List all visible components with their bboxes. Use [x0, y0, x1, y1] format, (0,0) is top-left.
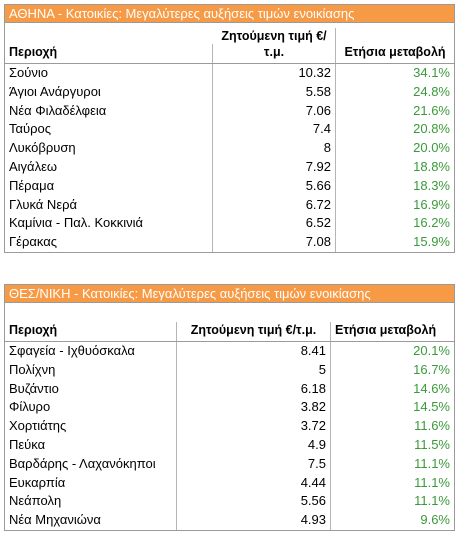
table-row: Ταύρος 7.4 20.8% [5, 120, 454, 140]
price-cell: 4.9 [177, 435, 331, 455]
change-cell: 16.2% [413, 215, 450, 231]
table-row: Γλυκά Νερά 6.72 16.9% [5, 195, 454, 215]
price-cell: 5.66 [213, 176, 336, 196]
price-cell: 7.92 [213, 157, 336, 177]
price-cell: 10.32 [213, 64, 336, 83]
price-cell: 7.08 [213, 233, 336, 252]
price-cell: 3.72 [177, 417, 331, 436]
price-cell: 7.4 [213, 120, 336, 140]
change-cell: 14.5% [413, 399, 450, 415]
area-cell: Νέα Μηχανιώνα [5, 511, 177, 530]
area-cell: Πολίχνη [5, 360, 177, 380]
thessaloniki-header-price: Ζητούμενη τιμή €/τ.μ. [177, 322, 331, 341]
athens-header-change: Ετήσια μεταβολή [344, 45, 446, 59]
thessaloniki-header-row: Περιοχή Ζητούμενη τιμή €/τ.μ. Ετήσια μετ… [5, 303, 454, 342]
area-cell: Καμίνια - Παλ. Κοκκινιά [5, 214, 213, 234]
price-cell: 5 [177, 360, 331, 380]
change-cell: 20.1% [413, 343, 450, 358]
table-row: Πεύκα 4.9 11.5% [5, 435, 454, 455]
change-cell: 20.8% [413, 121, 450, 137]
area-cell: Νέα Φιλαδέλφεια [5, 101, 213, 121]
area-cell: Ταύρος [5, 120, 213, 140]
table-row: Καμίνια - Παλ. Κοκκινιά 6.52 16.2% [5, 214, 454, 234]
thessaloniki-rent-table: ΘΕΣ/ΝΙΚΗ - Κατοικίες: Μεγαλύτερες αυξήσε… [4, 284, 455, 531]
athens-header-area: Περιοχή [5, 44, 213, 63]
table-row: Φίλυρο 3.82 14.5% [5, 398, 454, 418]
price-cell: 5.58 [213, 82, 336, 102]
area-cell: Σούνιο [5, 64, 213, 83]
price-cell: 6.72 [213, 195, 336, 215]
athens-table-title: ΑΘΗΝΑ - Κατοικίες: Μεγαλύτερες αυξήσεις … [5, 5, 454, 23]
table-row: Ευκαρπία 4.44 11.1% [5, 473, 454, 493]
change-cell: 11.1% [414, 455, 450, 471]
area-cell: Άγιοι Ανάργυροι [5, 82, 213, 102]
table-row: Νεάπολη 5.56 11.1% [5, 492, 454, 512]
athens-header-price: Ζητούμενη τιμή €/τ.μ. [213, 28, 336, 63]
change-cell: 11.1% [414, 474, 450, 490]
price-cell: 6.18 [177, 379, 331, 399]
price-cell: 4.93 [177, 511, 331, 530]
table-row: Σούνιο 10.32 34.1% [5, 64, 454, 83]
area-cell: Γέρακας [5, 233, 213, 252]
athens-header-row: Περιοχή Ζητούμενη τιμή €/τ.μ. Ετήσια μετ… [5, 23, 454, 64]
change-cell: 16.7% [413, 361, 450, 377]
price-cell: 3.82 [177, 398, 331, 418]
change-cell: 15.9% [413, 234, 450, 250]
change-cell: 14.6% [413, 380, 450, 396]
change-cell: 24.8% [413, 83, 450, 99]
area-cell: Χορτιάτης [5, 417, 177, 436]
change-cell: 18.8% [413, 158, 450, 174]
athens-table-body: Σούνιο 10.32 34.1% Άγιοι Ανάργυροι 5.58 24.8%… [5, 64, 454, 252]
table-row: Βαρδάρης - Λαχανόκηποι 7.5 11.1% [5, 454, 454, 474]
change-cell: 34.1% [413, 65, 450, 80]
change-cell: 11.5% [414, 436, 450, 452]
change-cell: 20.0% [413, 140, 450, 156]
area-cell: Βυζάντιο [5, 379, 177, 399]
table-row: Σφαγεία - Ιχθυόσκαλα 8.41 20.1% [5, 342, 454, 361]
table-row: Νέα Φιλαδέλφεια 7.06 21.6% [5, 101, 454, 121]
table-row: Βυζάντιο 6.18 14.6% [5, 379, 454, 399]
change-cell: 11.6% [414, 418, 450, 434]
table-row: Λυκόβρυση 8 20.0% [5, 139, 454, 158]
athens-rent-table: ΑΘΗΝΑ - Κατοικίες: Μεγαλύτερες αυξήσεις … [4, 4, 455, 253]
area-cell: Πεύκα [5, 435, 177, 455]
thessaloniki-table-title: ΘΕΣ/ΝΙΚΗ - Κατοικίες: Μεγαλύτερες αυξήσε… [5, 285, 454, 303]
table-row: Γέρακας 7.08 15.9% [5, 233, 454, 252]
table-row: Πέραμα 5.66 18.3% [5, 176, 454, 196]
table-row: Χορτιάτης 3.72 11.6% [5, 417, 454, 436]
change-cell: 16.9% [413, 196, 450, 212]
price-cell: 8.41 [177, 342, 331, 361]
table-row: Αιγάλεω 7.92 18.8% [5, 157, 454, 177]
thessaloniki-header-change: Ετήσια μεταβολή [335, 323, 437, 337]
price-cell: 6.52 [213, 214, 336, 234]
area-cell: Φίλυρο [5, 398, 177, 418]
area-cell: Αιγάλεω [5, 157, 213, 177]
area-cell: Γλυκά Νερά [5, 195, 213, 215]
price-cell: 5.56 [177, 492, 331, 512]
area-cell: Νεάπολη [5, 492, 177, 512]
price-cell: 7.06 [213, 101, 336, 121]
thessaloniki-header-area: Περιοχή [5, 322, 177, 341]
area-cell: Σφαγεία - Ιχθυόσκαλα [5, 342, 177, 361]
table-row: Άγιοι Ανάργυροι 5.58 24.8% [5, 82, 454, 102]
area-cell: Πέραμα [5, 176, 213, 196]
change-cell: 11.1% [414, 493, 450, 509]
area-cell: Λυκόβρυση [5, 139, 213, 158]
table-row: Πολίχνη 5 16.7% [5, 360, 454, 380]
area-cell: Βαρδάρης - Λαχανόκηποι [5, 454, 177, 474]
change-cell: 9.6% [420, 512, 450, 528]
price-cell: 8 [213, 139, 336, 158]
area-cell: Ευκαρπία [5, 473, 177, 493]
thessaloniki-table-body: Σφαγεία - Ιχθυόσκαλα 8.41 20.1% Πολίχνη 5 16.… [5, 342, 454, 530]
price-cell: 7.5 [177, 454, 331, 474]
price-cell: 4.44 [177, 473, 331, 493]
table-row: Νέα Μηχανιώνα 4.93 9.6% [5, 511, 454, 530]
change-cell: 18.3% [413, 177, 450, 193]
change-cell: 21.6% [413, 102, 450, 118]
